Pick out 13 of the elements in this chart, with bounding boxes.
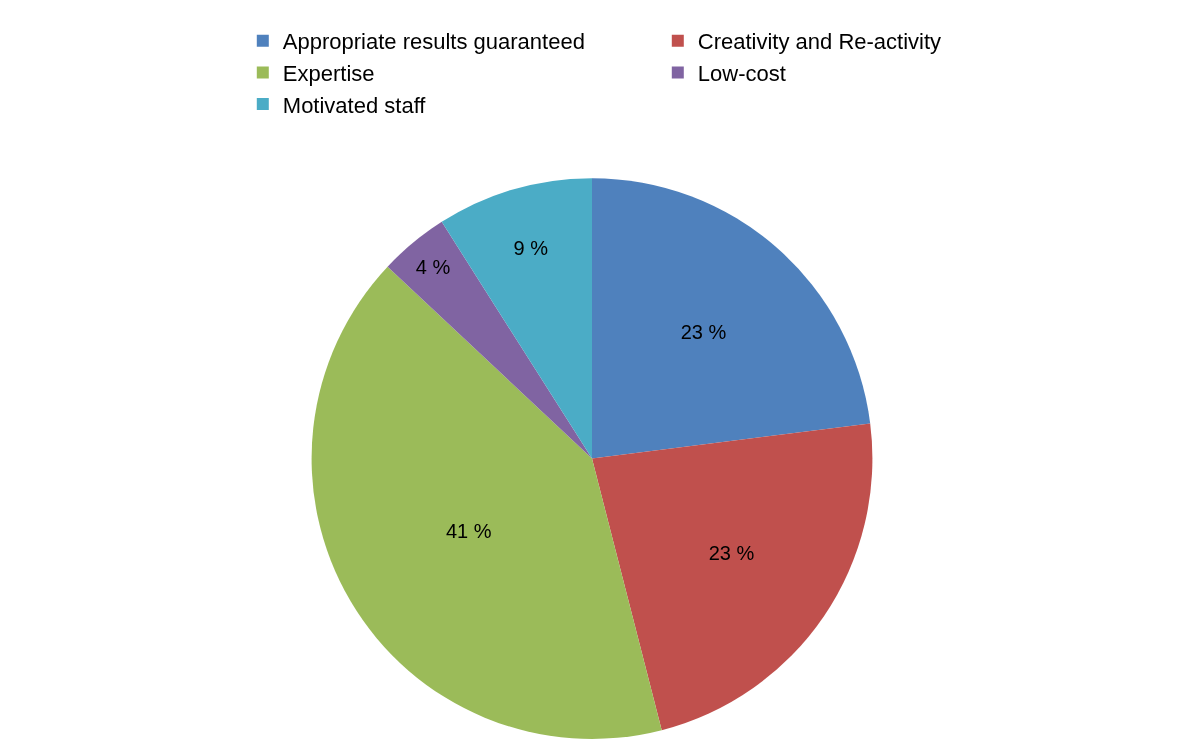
- legend-label: Low-cost: [697, 60, 786, 86]
- data-label: 41 %: [445, 520, 492, 543]
- data-label: 23 %: [680, 320, 727, 343]
- pie-slice: [592, 423, 873, 731]
- data-label: 9 %: [513, 237, 549, 260]
- legend-label: Creativity and Re-activity: [697, 29, 942, 55]
- legend-label: Motivated staff: [282, 92, 427, 118]
- data-label: 23 %: [708, 542, 755, 565]
- pie-slice: [387, 221, 592, 459]
- data-label: 4 %: [415, 255, 451, 278]
- pie-slice: [592, 178, 871, 459]
- legend-label: Expertise: [282, 60, 375, 86]
- legend-label: Appropriate results guaranteed: [282, 29, 585, 55]
